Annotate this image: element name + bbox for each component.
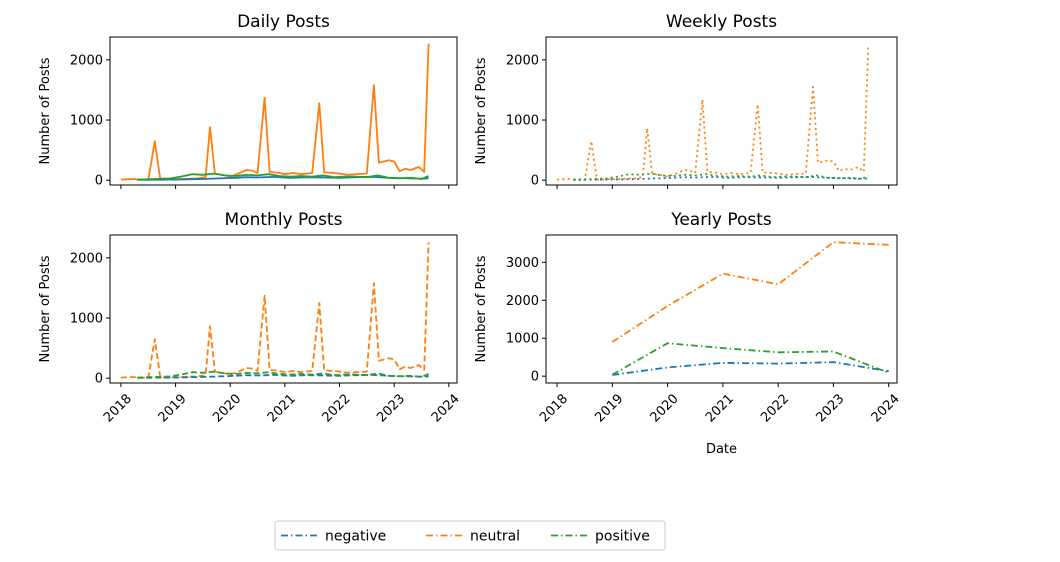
- weekly-series-negative: [573, 176, 869, 181]
- panel-weekly: Weekly Posts Number of Posts 0 1000 2000: [474, 12, 898, 189]
- yearly-x-axis-label: Date: [706, 442, 737, 457]
- daily-title: Daily Posts: [237, 12, 330, 32]
- legend-label-negative: negative: [325, 529, 386, 545]
- weekly-series-neutral: [557, 45, 870, 181]
- yearly-x-tick-label: 2024: [869, 391, 903, 425]
- monthly-x-tick-label: 2019: [156, 391, 190, 425]
- daily-y-axis-label: Number of Posts: [38, 57, 53, 164]
- yearly-series-positive: [611, 342, 890, 376]
- monthly-y-tick-label: 0: [95, 372, 103, 387]
- yearly-y-tick-label: 3000: [506, 256, 539, 271]
- weekly-y-tick-label: 1000: [506, 114, 539, 129]
- weekly-series-positive: [573, 172, 869, 181]
- daily-y-tick-label: 2000: [70, 53, 103, 68]
- legend-label-positive: positive: [595, 529, 650, 545]
- yearly-axes-frame: [545, 234, 898, 384]
- yearly-x-tick-label: 2022: [758, 391, 792, 425]
- monthly-x-tick-label: 2020: [210, 391, 244, 425]
- yearly-x-tick-label: 2023: [813, 391, 847, 425]
- daily-series-positive: [137, 172, 429, 181]
- monthly-y-tick-label: 2000: [70, 251, 103, 266]
- yearly-y-tick-label: 0: [531, 370, 539, 385]
- yearly-y-axis-label: Number of Posts: [474, 255, 489, 362]
- yearly-x-tick-label: 2020: [648, 391, 682, 425]
- yearly-y-tick-label: 1000: [506, 332, 539, 347]
- legend-label-neutral: neutral: [470, 529, 520, 545]
- daily-y-tick-label: 1000: [70, 114, 103, 129]
- monthly-series-positive: [137, 370, 429, 379]
- monthly-y-axis-label: Number of Posts: [38, 255, 53, 362]
- panel-monthly: Monthly Posts Number of Posts 0 1000 2000 201…: [38, 210, 463, 425]
- panel-yearly: Yearly Posts Number of Posts 0 1000 2000 3000…: [474, 210, 903, 457]
- daily-series-neutral: [120, 43, 430, 181]
- daily-axes-frame: [109, 36, 458, 186]
- yearly-x-tick-label: 2018: [537, 391, 571, 425]
- monthly-x-tick-label: 2024: [429, 391, 463, 425]
- yearly-series-negative: [612, 361, 889, 376]
- weekly-y-tick-label: 2000: [506, 53, 539, 68]
- monthly-title: Monthly Posts: [225, 210, 343, 230]
- monthly-x-tick-label: 2022: [320, 391, 354, 425]
- yearly-x-tick-label: 2019: [592, 391, 626, 425]
- weekly-title: Weekly Posts: [666, 12, 777, 32]
- monthly-x-tick-label: 2018: [101, 391, 135, 425]
- monthly-axes-frame: [109, 234, 458, 384]
- monthly-x-tick-label: 2023: [374, 391, 408, 425]
- monthly-x-tick-label: 2021: [265, 391, 299, 425]
- monthly-series-neutral: [120, 242, 430, 379]
- monthly-y-tick-label: 1000: [70, 312, 103, 327]
- yearly-x-tick-label: 2021: [703, 391, 737, 425]
- legend: negative neutral positive: [274, 520, 666, 551]
- yearly-series-neutral: [611, 241, 889, 343]
- yearly-title: Yearly Posts: [670, 210, 772, 230]
- panel-daily: Daily Posts Number of Posts 0 1000 2000: [38, 12, 458, 189]
- weekly-y-axis-label: Number of Posts: [474, 57, 489, 164]
- yearly-y-tick-label: 2000: [506, 294, 539, 309]
- monthly-series-negative: [137, 374, 429, 379]
- weekly-y-tick-label: 0: [531, 174, 539, 189]
- legend-frame: [274, 520, 666, 551]
- weekly-axes-frame: [545, 36, 898, 186]
- daily-y-tick-label: 0: [95, 174, 103, 189]
